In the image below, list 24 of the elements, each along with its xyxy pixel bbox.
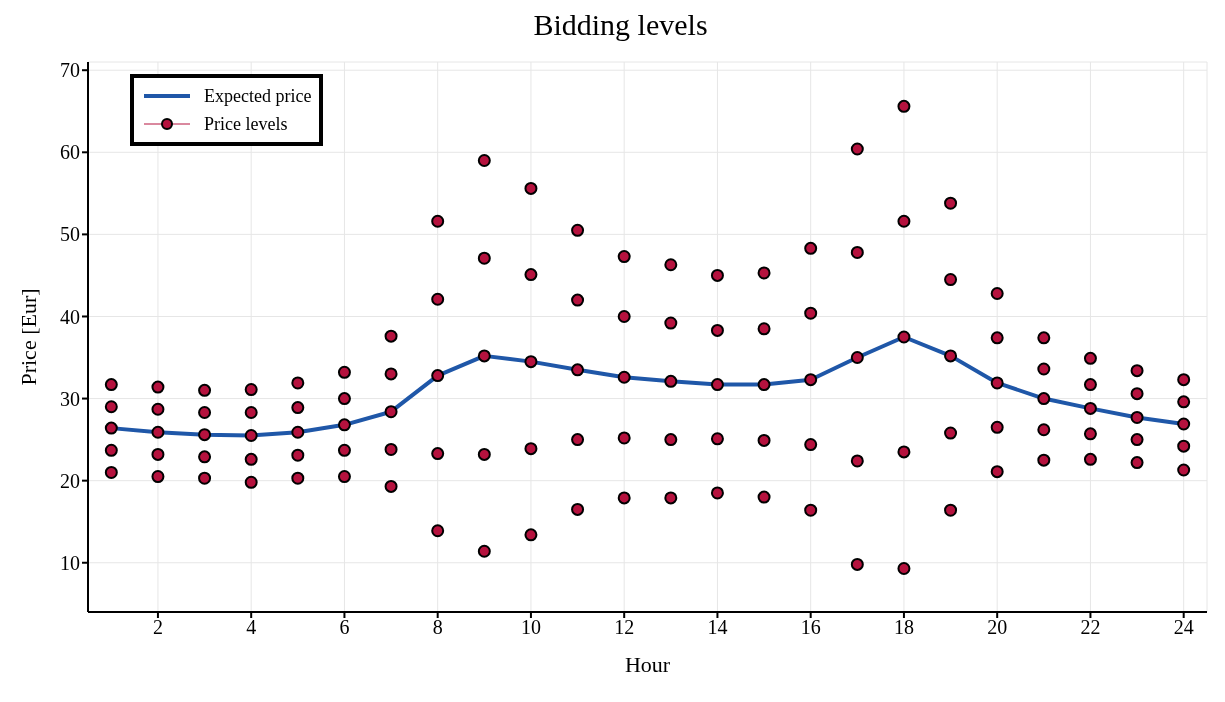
- x-tick-label: 24: [1173, 616, 1194, 639]
- x-tick-label: 22: [1080, 616, 1101, 639]
- x-tick-label: 20: [987, 616, 1008, 639]
- legend-label: Expected price: [204, 85, 312, 107]
- legend-label: Price levels: [204, 113, 288, 135]
- y-axis-title: Price [Eur]: [15, 288, 41, 386]
- y-tick-label: 30: [60, 387, 80, 410]
- x-tick-label: 4: [246, 616, 257, 639]
- x-tick-label: 16: [800, 616, 821, 639]
- x-axis-title: Hour: [624, 652, 671, 677]
- x-tick-label: 14: [707, 616, 728, 639]
- y-tick-label: 20: [60, 469, 80, 492]
- x-tick-label: 18: [893, 616, 914, 639]
- x-tick-label: 12: [614, 616, 635, 639]
- y-tick-label: 70: [60, 59, 80, 82]
- x-tick-label: 8: [432, 616, 443, 639]
- y-tick-label: 50: [60, 223, 80, 246]
- y-tick-label: 60: [60, 141, 80, 164]
- x-tick-label: 2: [152, 616, 163, 639]
- x-tick-label: 10: [520, 616, 541, 639]
- y-tick-label: 40: [60, 305, 80, 328]
- x-tick-label: 6: [339, 616, 350, 639]
- y-tick-label: 10: [60, 551, 80, 574]
- chart-title: Bidding levels: [532, 8, 709, 43]
